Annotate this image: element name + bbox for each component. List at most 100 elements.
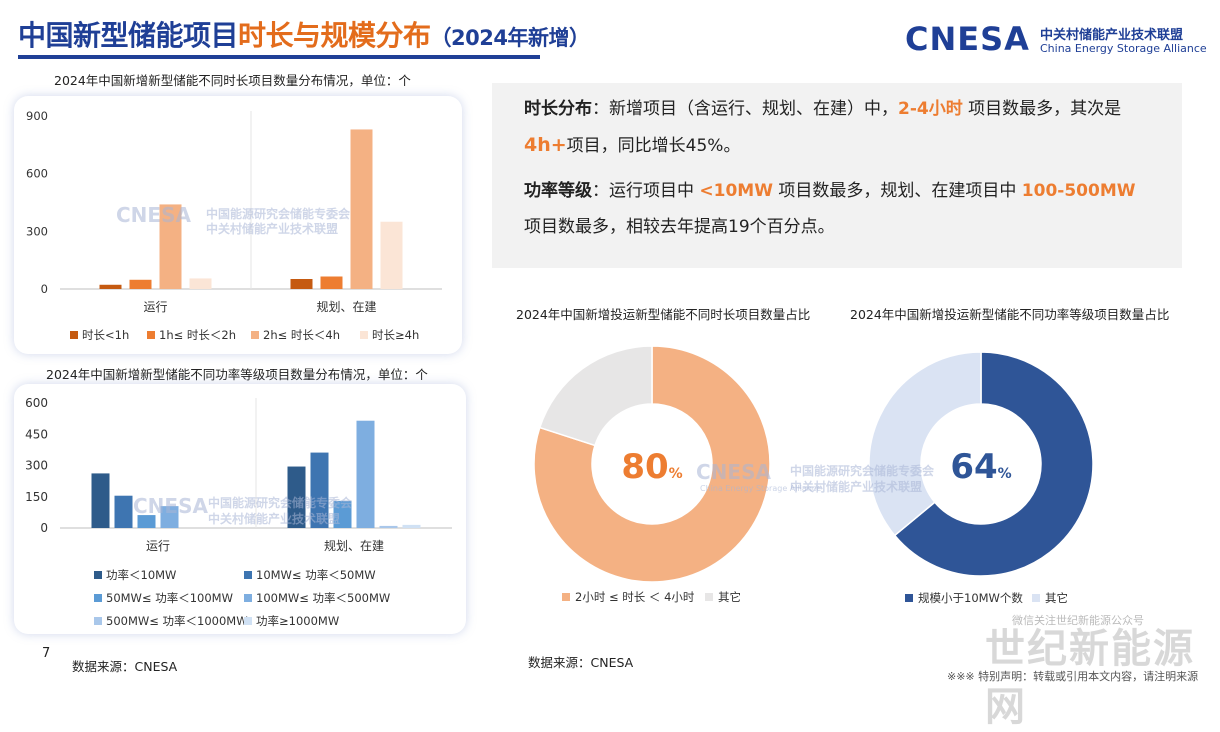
bar	[310, 452, 329, 528]
watermark-cn1-3: 中国能源研究会储能专委会	[790, 464, 935, 478]
legend-swatch	[244, 571, 252, 579]
watermark-cn1-1: 中国能源研究会储能专委会	[206, 207, 351, 221]
power-bar-chart-card: 0 150 300 450 600 运行 规划、在建 功率＜10MW 10MW≤ 功率＜50MW…	[14, 384, 466, 634]
legend-swatch	[147, 331, 155, 339]
summary-duration: 时长分布：新增项目（含运行、规划、在建）中，2-4小时 项目数最多，其次是 4h…	[524, 91, 1164, 164]
duration-donut-title: 2024年中国新增投运新型储能不同时长项目数量占比	[516, 307, 811, 322]
summary-duration-text-c: 项目，同比增长45%。	[566, 136, 741, 156]
summary-power-hl1: <10MW	[699, 181, 773, 201]
x-tick-label: 运行	[146, 539, 170, 553]
donut-slice	[868, 351, 982, 537]
bar	[356, 420, 375, 528]
y-tick-label: 450	[25, 427, 48, 441]
title-underline	[18, 55, 540, 59]
watermark-word-3: CNESA	[696, 460, 771, 484]
bar	[160, 506, 179, 528]
legend-label: 100MW≤ 功率＜500MW	[256, 591, 390, 605]
title-sub: （2024年新增）	[430, 26, 590, 50]
bar	[159, 204, 182, 289]
footer-disclaimer: ※※※ 特别声明：转载或引用本文内容，请注明来源	[947, 670, 1199, 683]
y-tick-label: 300	[25, 459, 48, 473]
legend-label: 规模小于10MW个数	[918, 591, 1023, 605]
summary-power: 功率等级：运行项目中 <10MW 项目数最多，规划、在建项目中 100-500M…	[524, 173, 1164, 245]
duration-donut-chart: 80% 2小时 ≤ 时长 ＜ 4小时 其它	[533, 345, 771, 604]
summary-power-text-b: 项目数最多，规划、在建项目中	[772, 181, 1022, 201]
bar	[129, 279, 152, 289]
summary-power-key: 功率等级	[524, 181, 592, 201]
donut-center-value: 80%	[621, 447, 682, 487]
summary-box: 时长分布：新增项目（含运行、规划、在建）中，2-4小时 项目数最多，其次是 4h…	[492, 83, 1182, 268]
summary-power-hl2: 100-500MW	[1021, 181, 1136, 201]
summary-power-text-a: ：运行项目中	[592, 181, 700, 201]
bar	[137, 515, 156, 528]
bar	[402, 524, 421, 528]
title-highlight: 时长与规模分布	[238, 19, 431, 52]
donut-slice	[538, 345, 653, 447]
legend-swatch	[94, 617, 102, 625]
site-watermark-small: 微信关注世纪新能源公众号	[1012, 614, 1144, 627]
y-tick-label: 150	[25, 490, 48, 504]
y-tick-label: 300	[26, 224, 48, 238]
source-right: 数据来源：CNESA	[528, 655, 634, 670]
summary-duration-text-b: 项目数最多，其次是	[962, 99, 1122, 119]
source-left: 数据来源：CNESA	[72, 659, 178, 674]
summary-duration-key: 时长分布	[524, 99, 592, 119]
legend-label: 其它	[718, 590, 741, 604]
watermark-cn2-2: 中关村储能产业技术联盟	[208, 512, 341, 526]
watermark-cn2-3: 中关村储能产业技术联盟	[790, 480, 923, 494]
y-tick-label: 600	[25, 396, 48, 410]
legend-swatch	[94, 594, 102, 602]
watermark-word-2: CNESA	[133, 494, 208, 518]
x-tick-label: 规划、在建	[324, 538, 384, 553]
legend-swatch	[562, 593, 570, 601]
legend-swatch	[244, 594, 252, 602]
summary-duration-hl2: 4h+	[524, 134, 567, 156]
legend-swatch	[905, 594, 913, 602]
duration-bar-chart-card: 0 300 600 900 运行 规划、在建 时长<1h 1h≤ 时长＜2h 2h≤ 时长＜4h…	[14, 96, 462, 354]
legend-label: 其它	[1045, 591, 1068, 605]
bar	[99, 284, 122, 289]
power-bar-chart-title: 2024年中国新增新型储能不同功率等级项目数量分布情况，单位：个	[46, 367, 428, 382]
watermark-cn1-2: 中国能源研究会储能专委会	[208, 496, 353, 510]
page-number: 7	[42, 646, 51, 661]
x-tick-label: 规划、在建	[316, 299, 376, 314]
legend-label: 2h≤ 时长＜4h	[263, 328, 340, 342]
power-donut-chart: 64% 规模小于10MW个数 其它	[868, 351, 1094, 605]
legend-swatch	[251, 331, 259, 339]
logo-name-cn: 中关村储能产业技术联盟	[1040, 28, 1184, 43]
y-tick-label: 0	[40, 521, 48, 535]
legend-label: 1h≤ 时长＜2h	[159, 328, 236, 342]
legend-label: 时长<1h	[82, 328, 129, 342]
title-main: 中国新型储能项目	[18, 19, 239, 52]
legend-label: 500MW≤ 功率＜1000MW	[106, 614, 248, 628]
legend-swatch	[705, 593, 713, 601]
legend-label: 50MW≤ 功率＜100MW	[106, 591, 233, 605]
y-tick-label: 600	[26, 167, 48, 181]
legend-swatch	[70, 331, 78, 339]
bar	[350, 129, 373, 289]
bar	[287, 466, 306, 528]
watermark-word-1: CNESA	[116, 203, 191, 227]
duration-bar-chart-title: 2024年中国新增新型储能不同时长项目数量分布情况，单位：个	[54, 73, 411, 88]
x-tick-label: 运行	[143, 300, 167, 314]
donut-slice	[893, 351, 1094, 577]
legend-label: 功率≥1000MW	[256, 614, 339, 628]
cnesa-logo: CNESA	[905, 20, 1030, 58]
logo-name-en: China Energy Storage Alliance	[1040, 42, 1207, 55]
donut-slice	[533, 345, 771, 583]
summary-duration-hl1: 2-4小时	[898, 99, 963, 119]
watermark-cn2-1: 中关村储能产业技术联盟	[206, 222, 339, 236]
power-donut-title: 2024年中国新增投运新型储能不同功率等级项目数量占比	[850, 307, 1170, 322]
legend-label: 功率＜10MW	[106, 568, 176, 582]
watermark-en-3: China Energy Storage Alliance	[700, 484, 822, 493]
bar	[114, 495, 133, 528]
bar	[91, 473, 110, 528]
legend-label: 2小时 ≤ 时长 ＜ 4小时	[575, 590, 695, 604]
donut-center-value: 64%	[950, 447, 1011, 487]
bar	[189, 278, 212, 289]
bar	[320, 276, 343, 289]
page-title: 中国新型储能项目时长与规模分布（2024年新增）	[18, 14, 590, 54]
legend-swatch	[1032, 594, 1040, 602]
